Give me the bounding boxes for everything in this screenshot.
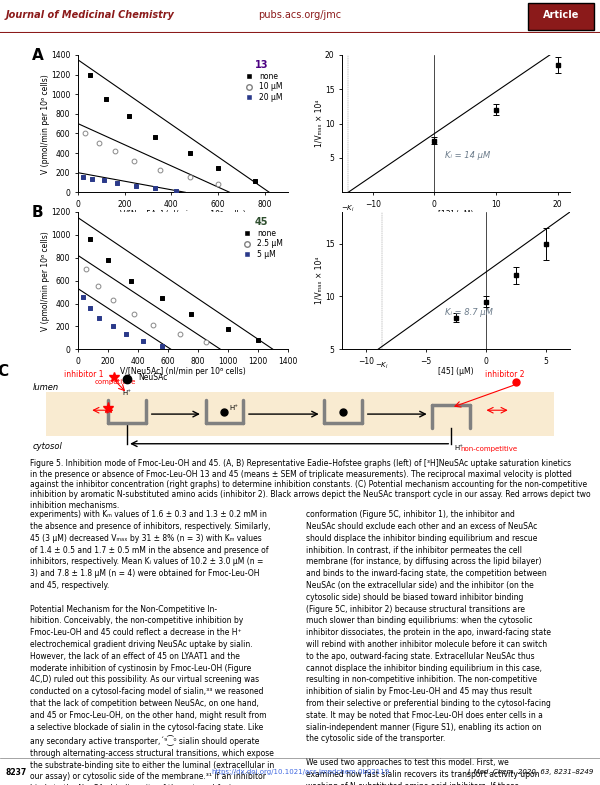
Point [150,131,160,144]
Point [213,178,223,191]
Text: H⁺: H⁺ [230,404,239,411]
Point [251,174,260,187]
Text: non-competitive: non-competitive [460,447,518,452]
Point [155,163,164,176]
Point [125,110,134,122]
Text: H⁺: H⁺ [123,390,132,396]
Point [87,173,97,185]
Point [185,170,195,183]
Y-axis label: V (pmol/min per 10⁶ cells): V (pmol/min per 10⁶ cells) [41,231,50,330]
Point [80,263,91,276]
Text: J. Med. Chem. 2020, 63, 8231–8249: J. Med. Chem. 2020, 63, 8231–8249 [467,769,594,776]
Point [157,340,167,352]
Text: cytosol: cytosol [33,442,62,451]
FancyBboxPatch shape [528,3,594,30]
X-axis label: V/[Neu5Ac] (nl/min per 10⁶ cells): V/[Neu5Ac] (nl/min per 10⁶ cells) [120,210,246,219]
Point [85,233,95,246]
Point [99,173,109,186]
Text: pubs.acs.org/jmc: pubs.acs.org/jmc [259,10,341,20]
Point [108,320,118,333]
Text: C: C [0,364,9,379]
Point [186,308,196,320]
Point [78,170,88,183]
Point [94,137,104,150]
Text: inhibitor 2: inhibitor 2 [485,370,525,378]
Text: $-K_i$: $-K_i$ [375,360,388,371]
Text: Journal of Medicinal Chemistry: Journal of Medicinal Chemistry [6,10,175,20]
Text: H⁺: H⁺ [454,444,463,451]
Point [92,280,102,293]
Text: lumen: lumen [33,382,59,392]
Text: Figure 5. Inhibition mode of Fmoc-Leu-OH and 45. (A, B) Representative Eadie–Hof: Figure 5. Inhibition mode of Fmoc-Leu-OH… [30,459,590,509]
Point [128,308,138,320]
Point [129,155,139,167]
Text: experiments) with Kₘ values of 1.6 ± 0.3 and 1.3 ± 0.2 mM in
the absence and pre: experiments) with Kₘ values of 1.6 ± 0.3… [30,510,274,785]
Point [110,145,120,158]
Text: $-K_i$: $-K_i$ [341,203,355,214]
Point [157,291,167,304]
Point [103,254,113,266]
Text: Article: Article [543,10,579,20]
Text: B: B [32,205,43,220]
Point [121,328,131,341]
Point [112,177,121,189]
Point [78,290,88,303]
Bar [46,392,554,436]
Point [85,68,94,81]
Point [126,275,136,287]
Text: conformation (Figure 5C, inhibitor 1), the inhibitor and
NeuSAc should exclude e: conformation (Figure 5C, inhibitor 1), t… [306,510,551,785]
Text: 8237: 8237 [6,768,27,777]
Point [185,147,195,159]
Y-axis label: 1/Vₘₐₓ × 10⁴: 1/Vₘₐₓ × 10⁴ [314,100,323,148]
Point [80,127,90,140]
Point [138,335,148,348]
Point [148,319,158,331]
Point [108,294,118,306]
Point [94,312,104,325]
Point [131,180,141,192]
Text: https://dx.doi.org/10.1021/acs.jmedchem.0b02119: https://dx.doi.org/10.1021/acs.jmedchem.… [211,769,389,776]
Y-axis label: V (pmol/min per 10⁶ cells): V (pmol/min per 10⁶ cells) [41,74,50,173]
X-axis label: [45] (μM): [45] (μM) [438,367,474,376]
Text: NeuSAc: NeuSAc [138,374,167,382]
Text: inhibitor 1: inhibitor 1 [64,370,104,378]
X-axis label: V/[Neu5Ac] (nl/min per 10⁶ cells): V/[Neu5Ac] (nl/min per 10⁶ cells) [120,367,246,376]
Point [200,336,211,349]
Point [150,182,160,195]
Y-axis label: 1/Vₘₐₓ × 10⁴: 1/Vₘₐₓ × 10⁴ [314,257,323,305]
Legend: none, 2.5 μM, 5 μM: none, 2.5 μM, 5 μM [238,216,284,261]
Point [213,162,223,174]
Text: Kᵢ = 8.7 μM: Kᵢ = 8.7 μM [445,308,493,317]
Point [101,93,111,105]
Point [223,323,233,335]
Text: competitive: competitive [95,379,136,385]
Text: Kᵢ = 14 μM: Kᵢ = 14 μM [445,151,490,160]
Point [253,334,263,346]
Point [85,302,95,315]
Point [175,328,185,341]
X-axis label: [13] (μM): [13] (μM) [438,210,474,219]
Legend: none, 10 μM, 20 μM: none, 10 μM, 20 μM [240,59,284,104]
Text: A: A [32,48,44,63]
Point [171,184,181,197]
